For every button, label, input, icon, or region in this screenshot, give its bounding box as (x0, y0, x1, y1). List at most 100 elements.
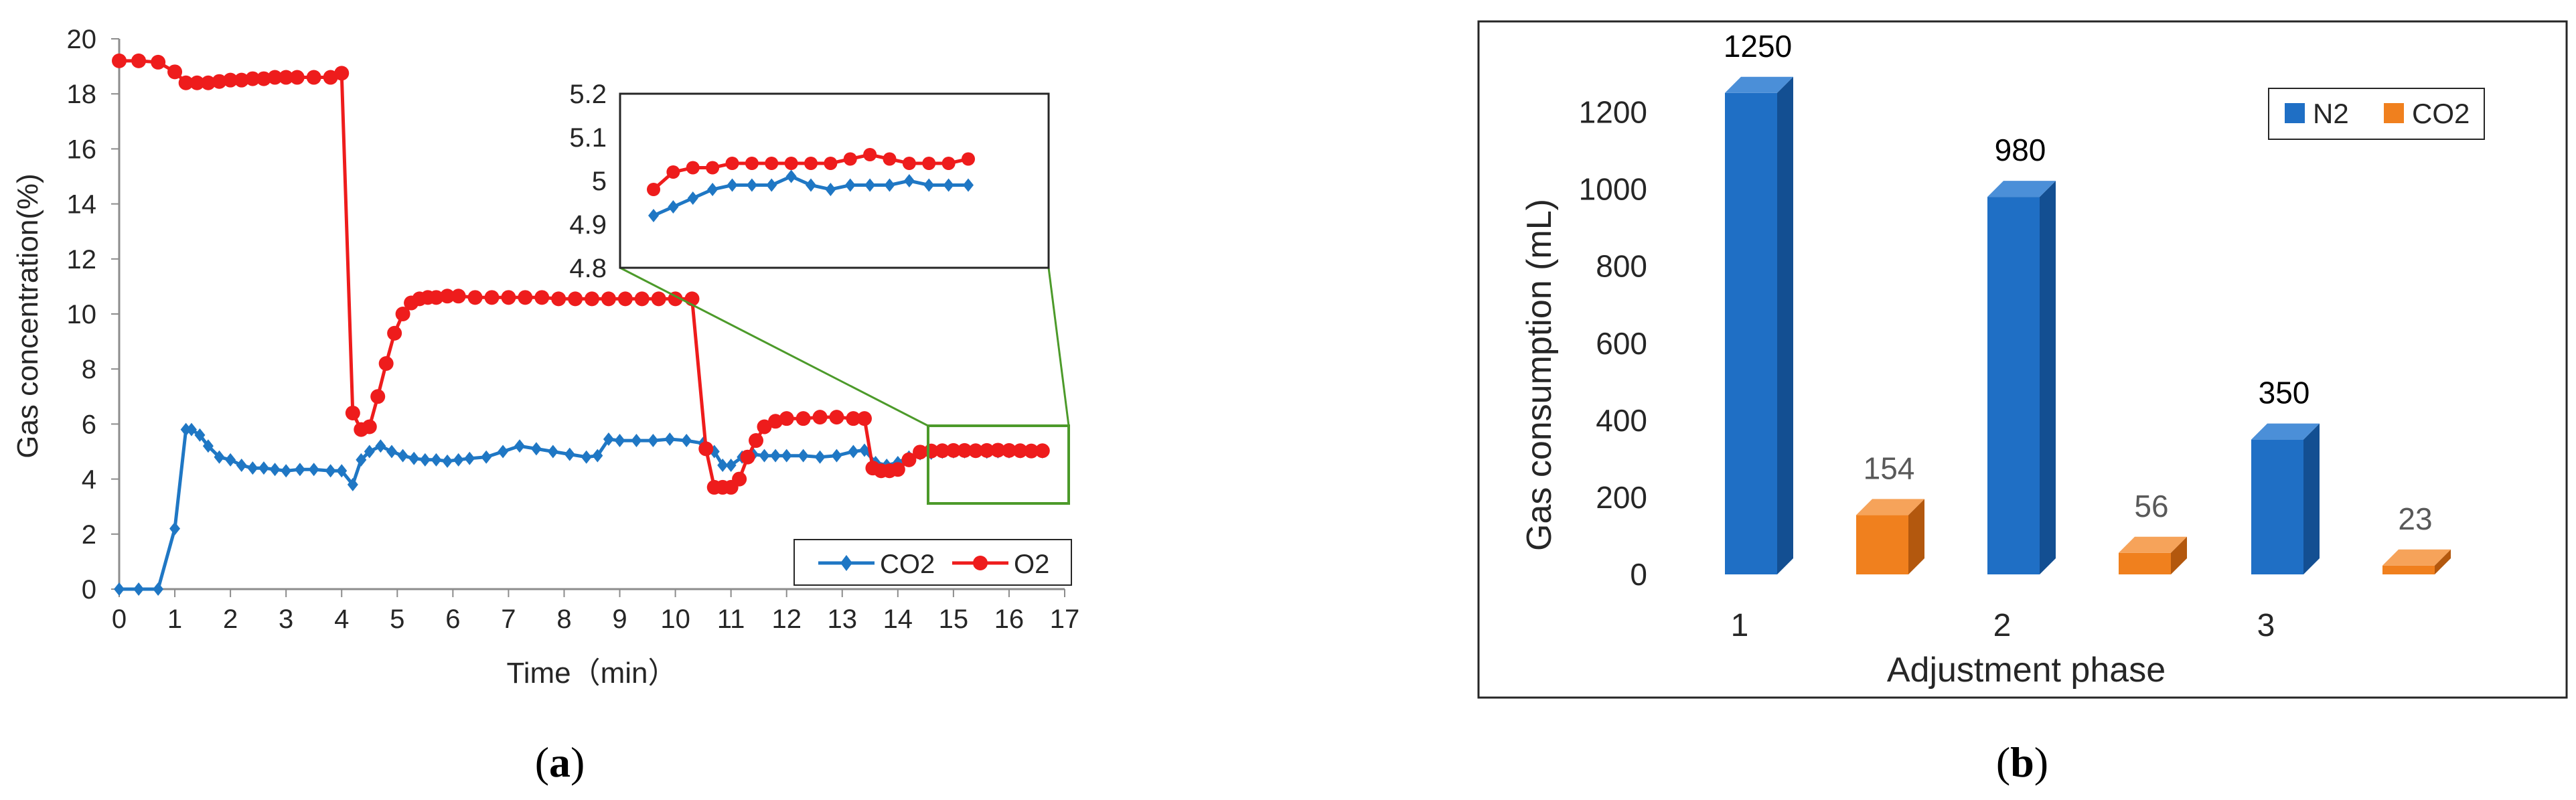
y-tick-label: 20 (67, 25, 97, 54)
data-point-co2 (725, 459, 737, 473)
x-tick-label: 2 (1993, 608, 2012, 643)
data-point-co2 (397, 449, 408, 463)
data-point-o2 (256, 71, 271, 86)
data-point-co2 (442, 454, 453, 468)
inset-y-tick-label: 5.2 (569, 80, 607, 109)
inset-data-point-co2 (727, 178, 738, 192)
data-point-co2 (681, 434, 692, 448)
legend-o2-label: O2 (1014, 550, 1049, 579)
caption-b: (b) (1996, 738, 2048, 786)
x-tick-label: 17 (1050, 605, 1080, 634)
data-point-co2 (770, 449, 781, 463)
x-tick-label: 15 (939, 605, 969, 634)
legend: N2 CO2 (2268, 88, 2485, 140)
inset-data-point-co2 (963, 178, 974, 192)
data-point-co2 (225, 453, 236, 467)
inset-frame (619, 92, 1050, 269)
data-label: 56 (2134, 489, 2168, 524)
data-point-co2 (831, 449, 842, 463)
inset-data-point-o2 (725, 157, 739, 170)
data-label: 1250 (1724, 29, 1792, 64)
data-point-co2 (498, 445, 509, 459)
inset-data-point-co2 (903, 174, 915, 187)
data-point-o2 (740, 449, 755, 465)
data-point-o2 (829, 410, 844, 425)
data-point-o2 (779, 411, 794, 426)
data-point-o2 (585, 291, 599, 307)
inset-data-point-o2 (666, 165, 680, 179)
data-point-o2 (429, 290, 444, 305)
data-point-co2 (530, 442, 542, 456)
data-point-o2 (651, 291, 666, 307)
inset-data-point-o2 (941, 157, 956, 170)
inset-y-tick-label: 4.8 (569, 254, 607, 283)
bar-co2-phase-2: 56 (2119, 489, 2187, 574)
y-axis-label: Gas concentration(%) (11, 173, 44, 459)
data-point-co2 (547, 445, 558, 459)
data-point-co2 (781, 449, 792, 463)
data-point-o2 (534, 290, 550, 305)
inset-data-point-o2 (686, 161, 700, 175)
data-point-o2 (812, 410, 828, 425)
y-tick-label: 18 (67, 80, 97, 109)
data-point-o2 (768, 414, 783, 429)
data-point-co2 (258, 461, 269, 475)
data-label: 23 (2398, 501, 2432, 536)
data-point-o2 (518, 290, 533, 305)
data-point-o2 (245, 71, 260, 86)
bar-side-face (2435, 549, 2451, 574)
zoom-region-box (927, 424, 1070, 505)
x-tick-label: 9 (612, 605, 627, 634)
inset-data-point-co2 (884, 178, 895, 192)
x-tick-label: 3 (279, 605, 293, 634)
data-point-co2 (247, 461, 258, 475)
data-point-o2 (345, 405, 360, 420)
data-point-o2 (1035, 443, 1050, 459)
y-tick-label: 2 (82, 520, 96, 550)
inset-data-point-co2 (806, 178, 816, 192)
data-point-o2 (178, 75, 194, 90)
data-point-o2 (568, 291, 583, 307)
data-point-co2 (648, 434, 659, 448)
data-point-co2 (431, 453, 442, 467)
y-tick-label: 4 (82, 465, 96, 495)
x-tick-label: 1 (1731, 608, 1749, 643)
y-tick-label: 0 (82, 575, 96, 605)
data-point-co2 (814, 450, 826, 464)
data-point-co2 (169, 522, 181, 536)
bar-n2-phase-1: 1250 (1724, 29, 1793, 575)
inset-data-point-co2 (707, 183, 718, 196)
data-point-co2 (453, 453, 464, 467)
y-tick-label: 6 (82, 410, 96, 439)
data-point-o2 (112, 53, 127, 68)
data-point-o2 (151, 54, 166, 70)
inset-data-point-o2 (843, 152, 857, 166)
data-point-o2 (1001, 443, 1016, 458)
bar-n2-phase-3: 350 (2251, 376, 2320, 574)
x-tick-label: 13 (828, 605, 858, 634)
data-point-co2 (214, 450, 225, 464)
data-point-o2 (378, 355, 394, 371)
bar-side-face (1908, 499, 1924, 574)
data-point-co2 (386, 445, 397, 459)
inset-data-point-co2 (785, 169, 797, 183)
inset-data-point-co2 (825, 183, 836, 196)
inset-data-point-co2 (766, 178, 777, 192)
bar-co2-phase-3: 23 (2382, 501, 2451, 574)
data-point-o2 (856, 411, 872, 426)
data-point-co2 (581, 450, 592, 464)
data-point-co2 (514, 439, 526, 453)
legend-o2-marker (973, 556, 988, 570)
data-point-co2 (281, 464, 292, 478)
data-point-o2 (467, 290, 483, 305)
bar-front-face (1856, 515, 1908, 574)
data-point-co2 (481, 450, 492, 464)
legend-n2-swatch (2285, 103, 2305, 123)
data-point-o2 (1024, 443, 1039, 459)
inset-data-point-co2 (844, 178, 856, 192)
data-point-co2 (356, 453, 367, 467)
data-point-o2 (634, 291, 650, 307)
y-tick-label: 1000 (1579, 172, 1647, 207)
inset-data-point-co2 (668, 200, 679, 214)
